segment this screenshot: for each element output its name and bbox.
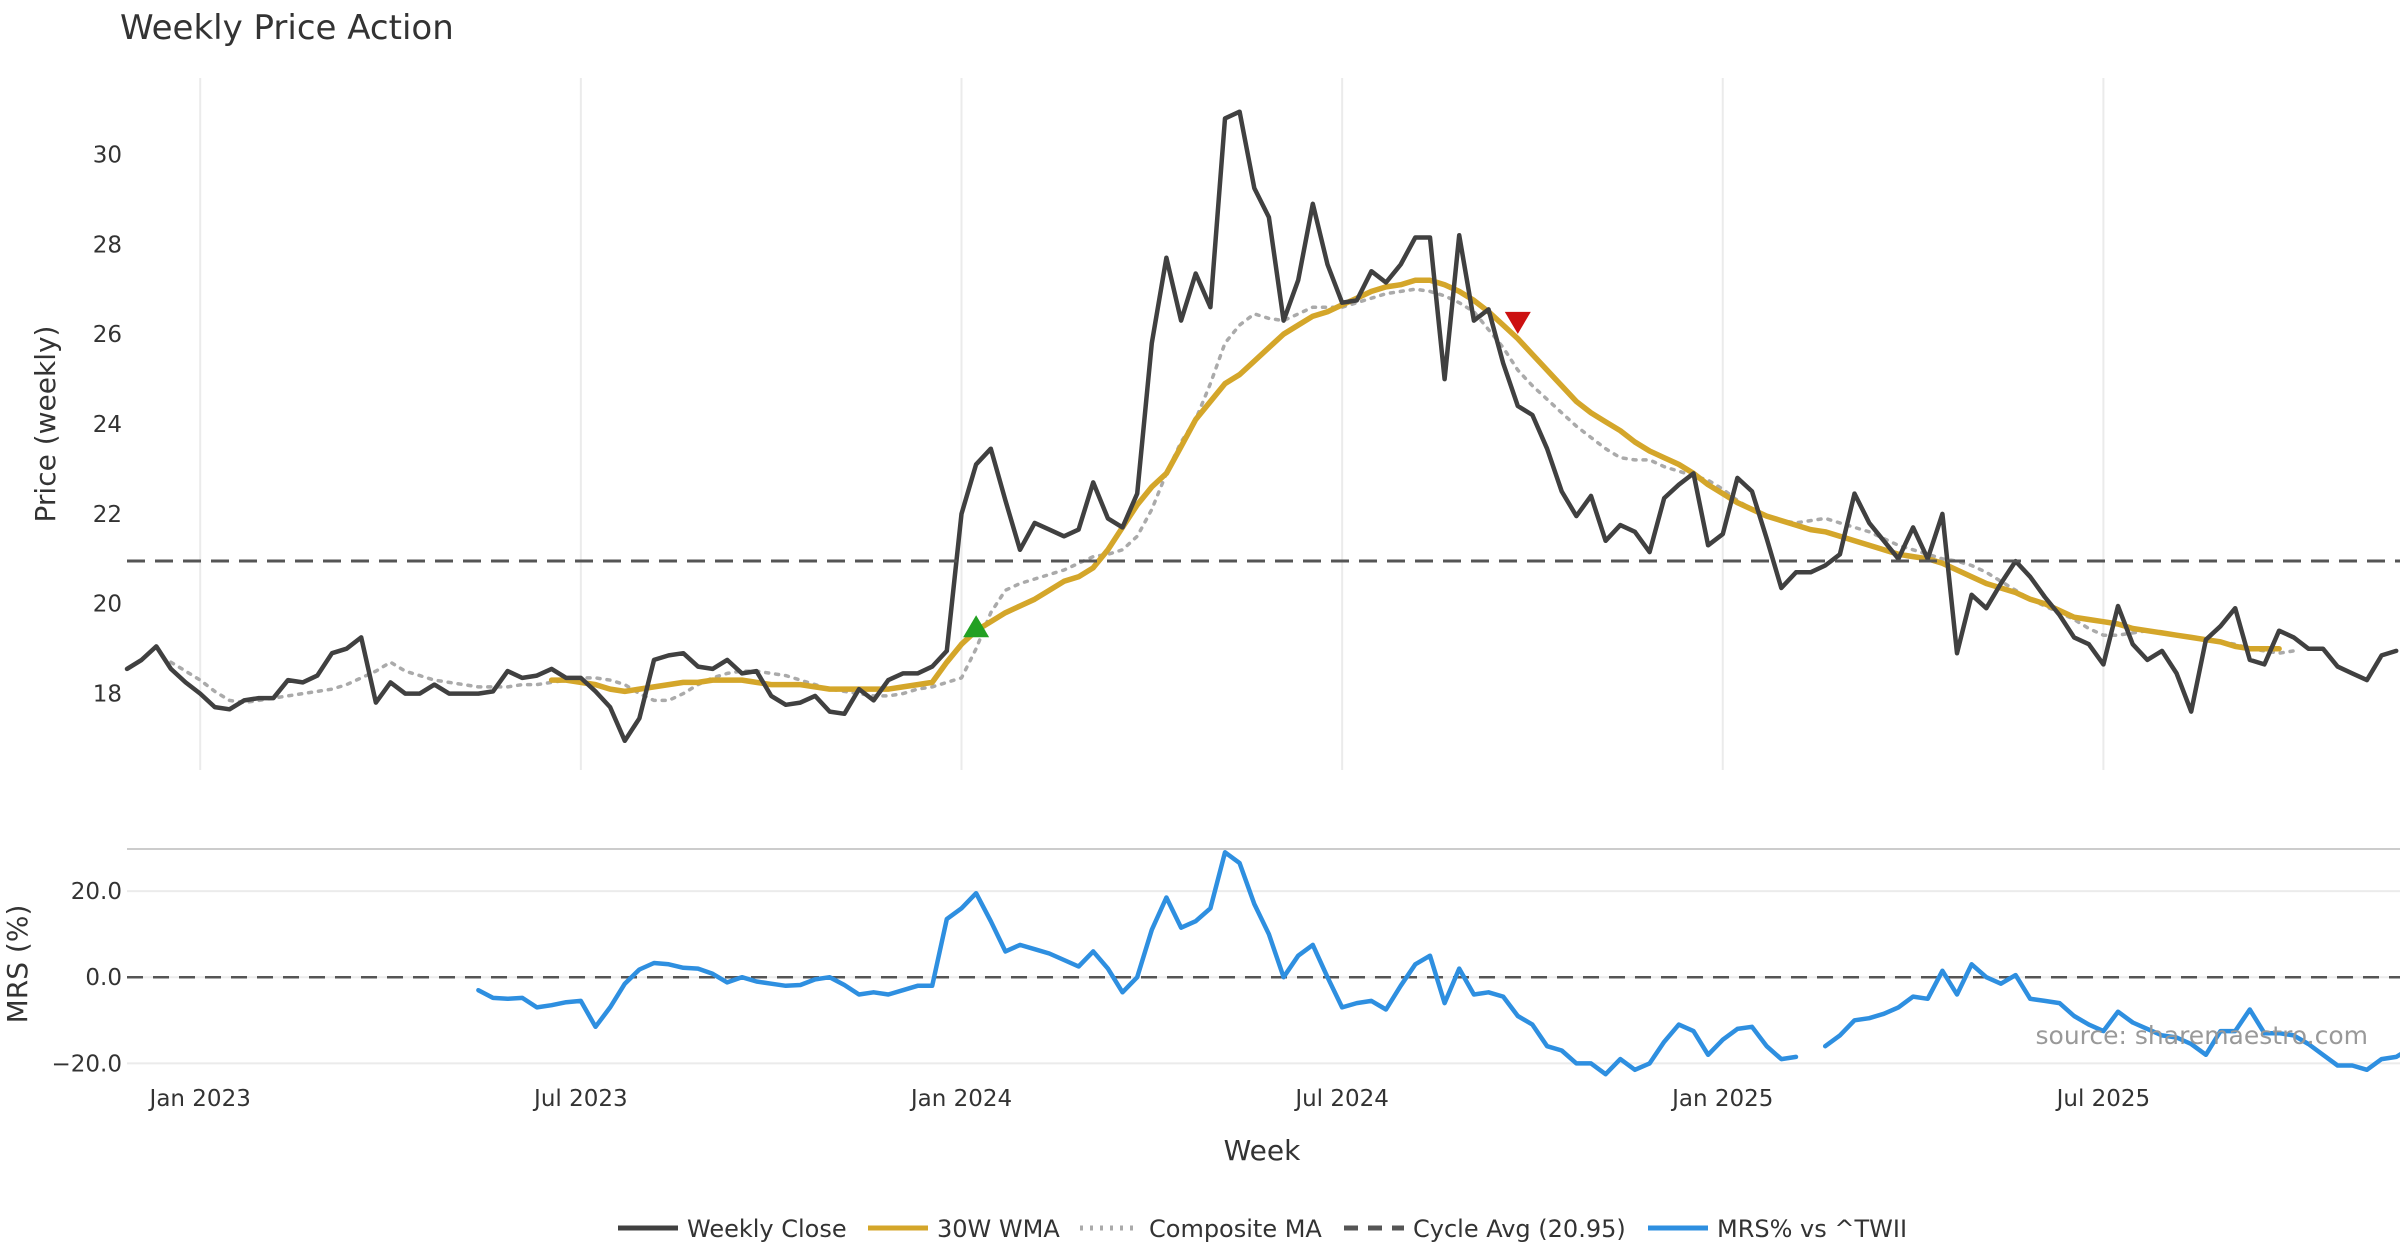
price-y-tick-label: 26: [93, 322, 122, 348]
price-y-tick-label: 28: [93, 232, 122, 258]
price-y-tick-label: 18: [93, 682, 122, 708]
legend-label: Composite MA: [1149, 1215, 1322, 1243]
legend-label: Weekly Close: [687, 1215, 847, 1243]
mrs-y-axis-title: MRS (%): [1, 905, 34, 1024]
sell-signal-marker: [1504, 311, 1531, 334]
x-tick-label: Jan 2023: [148, 1086, 251, 1112]
legend-label: 30W WMA: [937, 1215, 1060, 1243]
price-y-tick-label: 30: [93, 142, 122, 168]
x-tick-label: Jan 2025: [1670, 1086, 1773, 1112]
chart-title: Weekly Price Action: [120, 8, 454, 48]
price-y-axis-title: Price (weekly): [29, 326, 62, 523]
x-tick-label: Jul 2025: [2055, 1086, 2151, 1112]
axis-layer: Jan 2023 Jul 2023 Jan 2024 Jul 2024 Jan 2025…: [52, 142, 2151, 1112]
grid-layer: [127, 78, 2400, 1065]
mrs-y-tick-label: 0.0: [85, 965, 122, 991]
series-line-weekly-close: [124, 109, 2399, 744]
mrs-y-tick-label: 20.0: [71, 879, 122, 905]
x-tick-label: Jul 2024: [1293, 1086, 1389, 1112]
series-line-composite-ma: [169, 287, 2296, 705]
x-tick-label: Jul 2023: [532, 1086, 628, 1112]
buy-signal-marker: [963, 615, 990, 638]
mrs-y-tick-label: −20.0: [52, 1051, 122, 1077]
price-y-tick-label: 24: [93, 412, 122, 438]
legend-label: MRS% vs ^TWII: [1717, 1215, 1907, 1243]
x-axis-title: Week: [1224, 1134, 1301, 1167]
x-tick-label: Jan 2024: [909, 1086, 1012, 1112]
price-y-tick-label: 20: [93, 592, 122, 618]
mrs-panel: [127, 850, 2400, 1077]
price-y-tick-label: 22: [93, 502, 122, 528]
series-line-mrs: [476, 850, 2400, 1077]
legend-label: Cycle Avg (20.95): [1413, 1215, 1626, 1243]
price-panel: [124, 109, 2400, 744]
series-line-30w-wma: [548, 277, 2282, 695]
legend: Weekly Close 30W WMA Composite MA Cycle Avg…: [618, 1215, 1907, 1243]
source-annotation: source: sharemaestro.com: [2036, 1021, 2369, 1050]
